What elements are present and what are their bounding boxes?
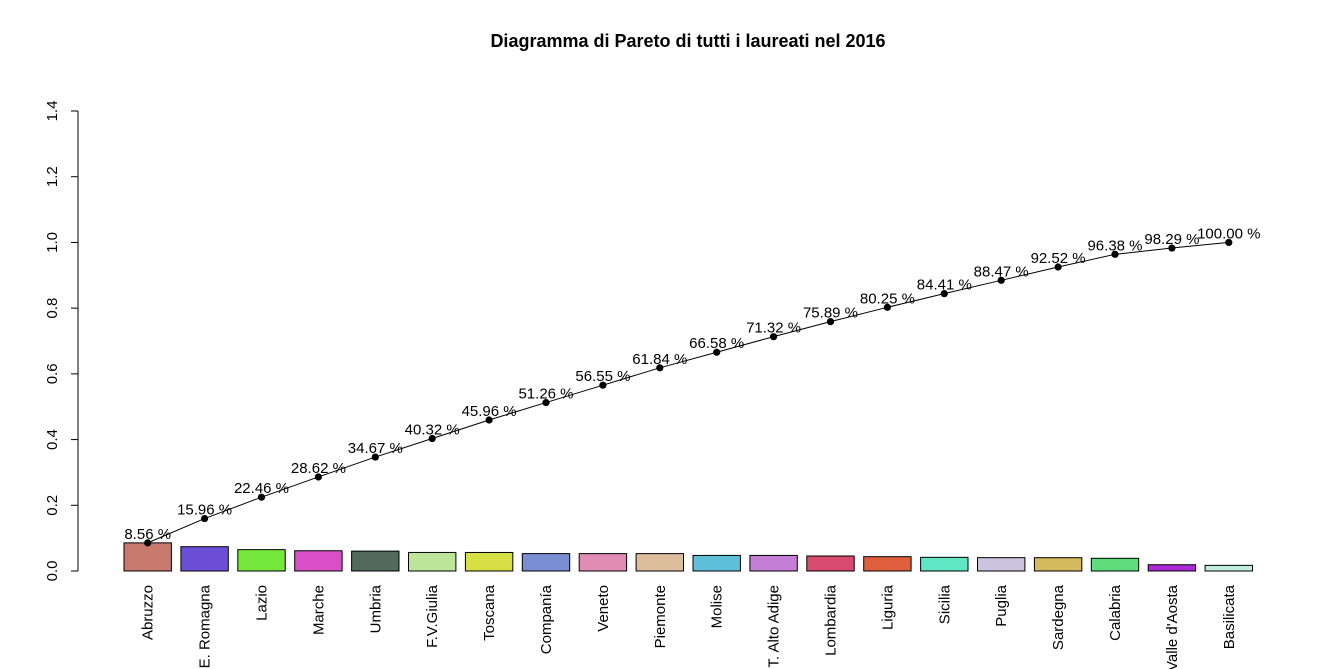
cumulative-point <box>201 514 209 523</box>
x-tick-label: Sardegna <box>1050 584 1067 650</box>
cumulative-label: 98.29 % <box>1144 231 1199 248</box>
cumulative-point <box>770 333 778 341</box>
bar <box>635 553 684 572</box>
bar <box>351 550 400 572</box>
x-tick-label: E. Romagna <box>197 584 214 668</box>
x-tick-label: Molise <box>709 585 726 628</box>
cumulative-label: 28.62 % <box>291 460 346 477</box>
x-tick-label: Marche <box>310 585 327 635</box>
cumulative-curve: 8.56 % 15.96 %22.46 %28.62 %34.67 %40.32 … <box>124 225 1260 547</box>
cumulative-label: 100.00 % <box>1197 225 1260 242</box>
cumulative-point <box>826 318 835 326</box>
cumulative-label: 88.47 % <box>974 263 1029 280</box>
cumulative-point <box>257 493 266 501</box>
cumulative-point <box>656 364 664 372</box>
cumulative-label: 80.25 % <box>860 290 915 307</box>
bars <box>123 542 1253 572</box>
x-tick-label: F.V.Giulia <box>424 584 441 647</box>
x-tick-label: Lombardia <box>823 584 840 656</box>
cumulative-point <box>940 290 948 298</box>
x-tick-label: T. Alto Adige <box>766 585 783 668</box>
cumulative-point <box>713 348 721 356</box>
y-axis: 0.0 0.2 0.4 0.6 0.8 1.0 1.2 1.4 <box>44 101 79 582</box>
cumulative-point <box>997 276 1005 284</box>
bar <box>464 551 514 572</box>
x-axis-labels: Abruzzo E. Romagna Lazio Marche Umbria F.V.Gi… <box>140 584 1238 669</box>
cumulative-point <box>1168 244 1176 252</box>
cumulative-point <box>542 398 550 407</box>
cumulative-label: 34.67 % <box>348 440 403 457</box>
cumulative-label: 96.38 % <box>1087 237 1142 254</box>
cumulative-label: 22.46 % <box>234 480 289 497</box>
cumulative-label: 71.32 % <box>746 320 801 337</box>
cumulative-label: 61.84 % <box>632 351 687 368</box>
cumulative-label: 40.32 % <box>405 422 460 439</box>
bar <box>1090 557 1140 572</box>
cumulative-label: 45.96 % <box>462 403 517 420</box>
x-tick-label: Companía <box>538 584 555 654</box>
cumulative-point <box>144 539 152 547</box>
bar <box>1204 564 1253 572</box>
bar <box>692 554 741 572</box>
bar <box>180 546 229 572</box>
cumulative-point <box>599 381 607 389</box>
cumulative-point <box>1054 263 1062 271</box>
cumulative-label: 56.55 % <box>575 368 630 385</box>
bar <box>408 551 457 572</box>
y-tick-label: 0.6 <box>44 363 61 384</box>
y-tick-label: 0.8 <box>44 298 61 319</box>
x-tick-label: Liguria <box>879 584 896 630</box>
bar <box>521 553 571 572</box>
cumulative-point <box>1111 250 1119 258</box>
cumulative-point <box>371 453 379 461</box>
x-tick-label: Veneto <box>595 585 612 632</box>
bar <box>123 542 172 572</box>
chart-title: Diagramma di Pareto di tutti i laureati … <box>490 31 885 51</box>
bar <box>578 553 628 572</box>
y-tick-label: 0.2 <box>44 495 61 516</box>
bar <box>806 555 855 572</box>
bar <box>237 549 286 572</box>
x-tick-label: Valle d'Aosta <box>1164 584 1181 669</box>
x-tick-label: Sicilia <box>936 584 953 624</box>
bar <box>920 556 969 572</box>
bar <box>1147 564 1197 572</box>
cumulative-point <box>428 434 436 443</box>
cumulative-label: 66.58 % <box>689 335 744 352</box>
bar <box>1033 557 1083 572</box>
x-tick-label: Puglia <box>993 584 1010 626</box>
cumulative-label: 51.26 % <box>518 386 573 403</box>
y-tick-label: 0.4 <box>44 429 61 450</box>
cumulative-point <box>883 303 892 311</box>
y-tick-label: 1.0 <box>44 232 61 253</box>
bar <box>749 554 798 572</box>
bar <box>977 557 1026 572</box>
bar <box>294 550 343 572</box>
cumulative-point <box>1225 238 1233 247</box>
bar <box>863 556 912 572</box>
x-tick-label: Lazio <box>254 585 271 621</box>
cumulative-label: 75.89 % <box>803 305 858 322</box>
cumulative-label: 92.52 % <box>1031 250 1086 267</box>
x-tick-label: Basilicata <box>1221 584 1238 649</box>
cumulative-label: 8.56 % <box>124 526 171 543</box>
cumulative-point <box>485 416 493 424</box>
y-tick-label: 1.4 <box>44 101 61 122</box>
x-tick-label: Toscana <box>481 584 498 641</box>
y-tick-label: 1.2 <box>44 166 61 187</box>
x-tick-label: Piemonte <box>652 585 669 648</box>
x-tick-label: Abruzzo <box>140 585 157 640</box>
x-tick-label: Umbria <box>367 584 384 633</box>
cumulative-line <box>147 241 1229 544</box>
y-tick-label: 0.0 <box>44 561 61 582</box>
cumulative-label: 15.96 % <box>177 502 232 519</box>
x-tick-label: Calabria <box>1107 584 1124 641</box>
cumulative-point <box>314 473 322 481</box>
cumulative-label: 84.41 % <box>917 277 972 294</box>
